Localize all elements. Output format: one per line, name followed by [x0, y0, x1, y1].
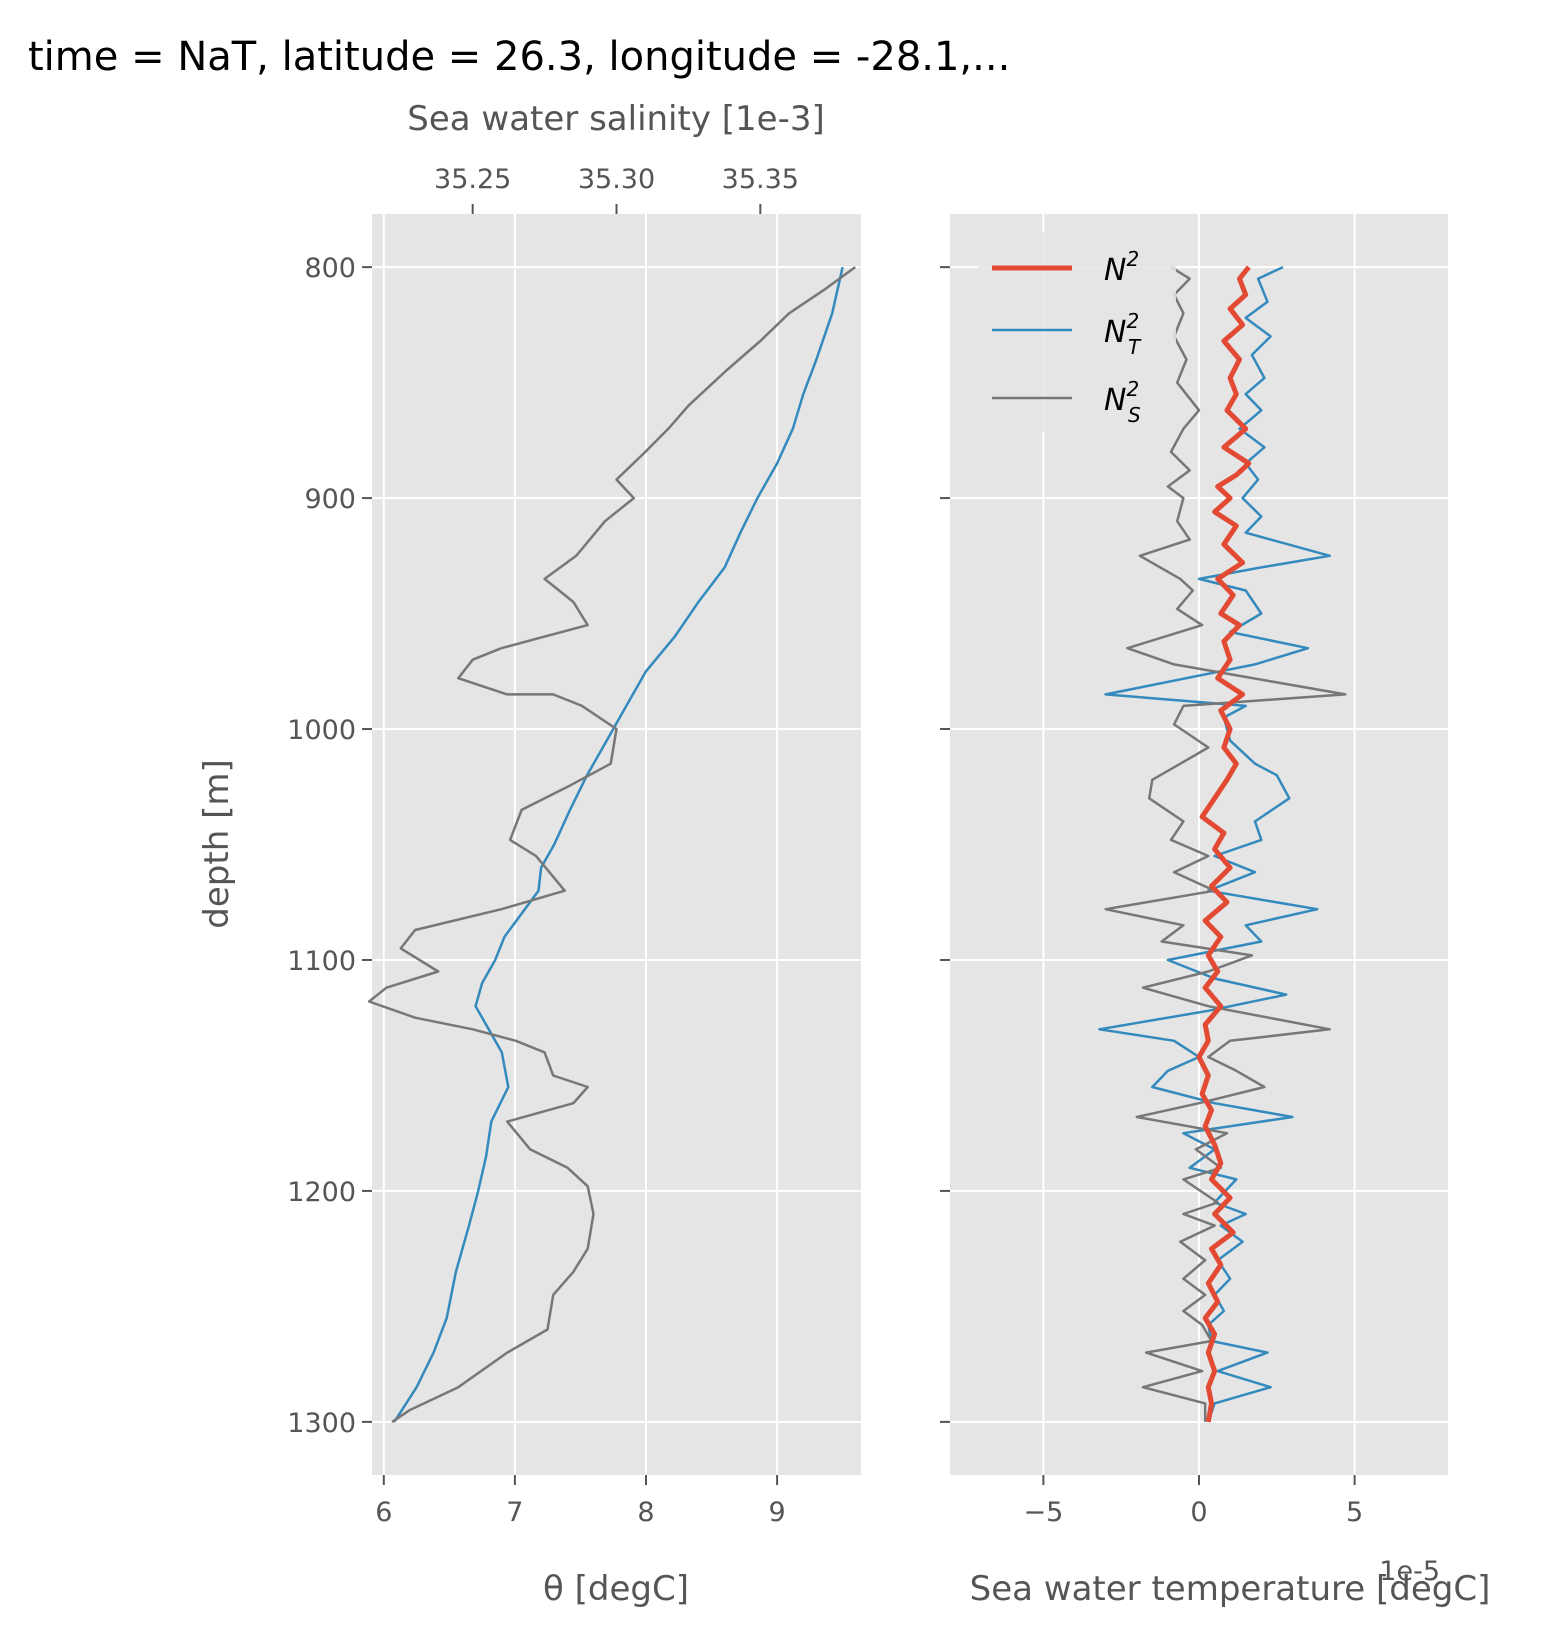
legend-label: N2 S	[1104, 377, 1141, 427]
legend-label: N2	[1104, 247, 1139, 288]
y-axis-label-depth: depth [m]	[197, 759, 237, 928]
x-axis-label-theta: θ [degC]	[543, 1569, 689, 1609]
figure-title: time = NaT, latitude = 26.3, longitude =…	[28, 34, 1010, 80]
legend-label-subscript: T	[1128, 335, 1142, 359]
legend-label-superscript: 2	[1126, 377, 1139, 401]
theta-line	[393, 266, 844, 1423]
legend-label-superscript: 2	[1126, 247, 1139, 271]
left-axes-background	[372, 214, 861, 1475]
depth-tick-label: 900	[304, 484, 356, 515]
theta-tick-label: 6	[375, 1497, 392, 1528]
depth-tick-label: 1000	[287, 715, 356, 746]
x-axis-offset-label: 1e-5	[1379, 1556, 1440, 1587]
salinity-ticks: 35.25 35.30 35.35	[434, 164, 799, 214]
depth-tick-label: 1200	[287, 1177, 356, 1208]
left-axes-grid	[372, 214, 861, 1475]
salinity-line	[367, 266, 856, 1423]
x2-axis-label-salinity: Sea water salinity [1e-3]	[407, 99, 825, 139]
depth-tick-label: 800	[304, 253, 356, 284]
n2-line	[1196, 265, 1252, 1423]
legend-label: N2 T	[1104, 309, 1142, 359]
legend-label-base: N	[1104, 253, 1126, 288]
depth-tick-label: 1300	[287, 1408, 356, 1439]
legend-label-base: N	[1104, 315, 1126, 350]
depth-ticks: 800 900 1000 1100 1200 1300	[287, 253, 372, 1439]
right-axes-series	[1098, 265, 1347, 1423]
legend-label-base: N	[1104, 383, 1126, 418]
temperature-tick-label: 0	[1190, 1497, 1207, 1528]
right-axes-depth-ticks	[940, 266, 950, 1423]
temperature-ticks: −5 0 5	[1023, 1475, 1363, 1528]
n2t-line	[1098, 265, 1331, 1423]
legend-box	[978, 232, 1176, 432]
x-axis-label-temperature: Sea water temperature [degC]	[970, 1569, 1491, 1609]
legend-label-superscript: 2	[1126, 309, 1139, 333]
theta-tick-label: 8	[637, 1497, 654, 1528]
temperature-tick-label: 5	[1346, 1497, 1363, 1528]
right-axes-buoyancy: −5 0 5 Sea water temperature [degC] 1e-5 N…	[940, 214, 1490, 1609]
salinity-tick-label: 35.35	[722, 164, 799, 195]
theta-ticks: 6 7 8 9	[375, 1475, 786, 1528]
legend-label-subscript: S	[1128, 403, 1141, 427]
legend-entry-n2: N2	[992, 247, 1139, 288]
theta-tick-label: 9	[769, 1497, 786, 1528]
legend-entry-n2s: N2 S	[992, 377, 1141, 427]
theta-tick-label: 7	[506, 1497, 523, 1528]
legend-entry-n2t: N2 T	[992, 309, 1142, 359]
left-axes-series	[367, 266, 856, 1423]
temperature-tick-label: −5	[1023, 1497, 1063, 1528]
depth-tick-label: 1100	[287, 946, 356, 977]
salinity-tick-label: 35.30	[578, 164, 655, 195]
salinity-tick-label: 35.25	[434, 164, 511, 195]
